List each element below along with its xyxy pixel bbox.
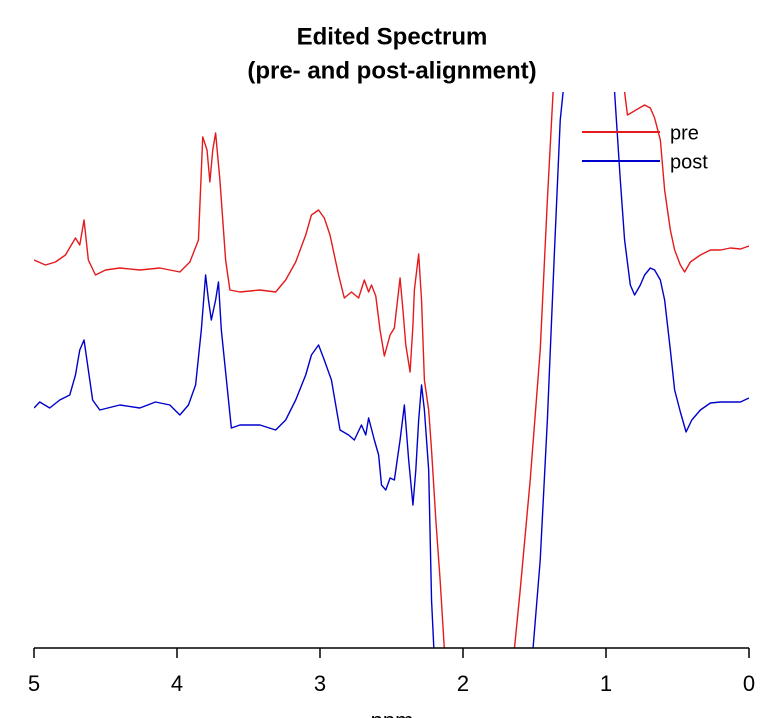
- x-tick-label: 0: [743, 671, 755, 696]
- x-tick-label: 2: [457, 671, 469, 696]
- x-tick-label: 1: [600, 671, 612, 696]
- legend-label: post: [670, 151, 708, 173]
- chart-title: (pre- and post-alignment): [247, 57, 536, 84]
- spectrum-line: [34, 92, 749, 648]
- spectrum-line: [34, 92, 749, 648]
- x-tick-label: 5: [28, 671, 40, 696]
- x-axis-label: ppm: [371, 708, 414, 718]
- plot-area: [34, 92, 749, 648]
- x-tick-label: 4: [171, 671, 183, 696]
- chart-title: Edited Spectrum: [297, 23, 488, 50]
- legend-label: pre: [670, 122, 699, 144]
- x-tick-label: 3: [314, 671, 326, 696]
